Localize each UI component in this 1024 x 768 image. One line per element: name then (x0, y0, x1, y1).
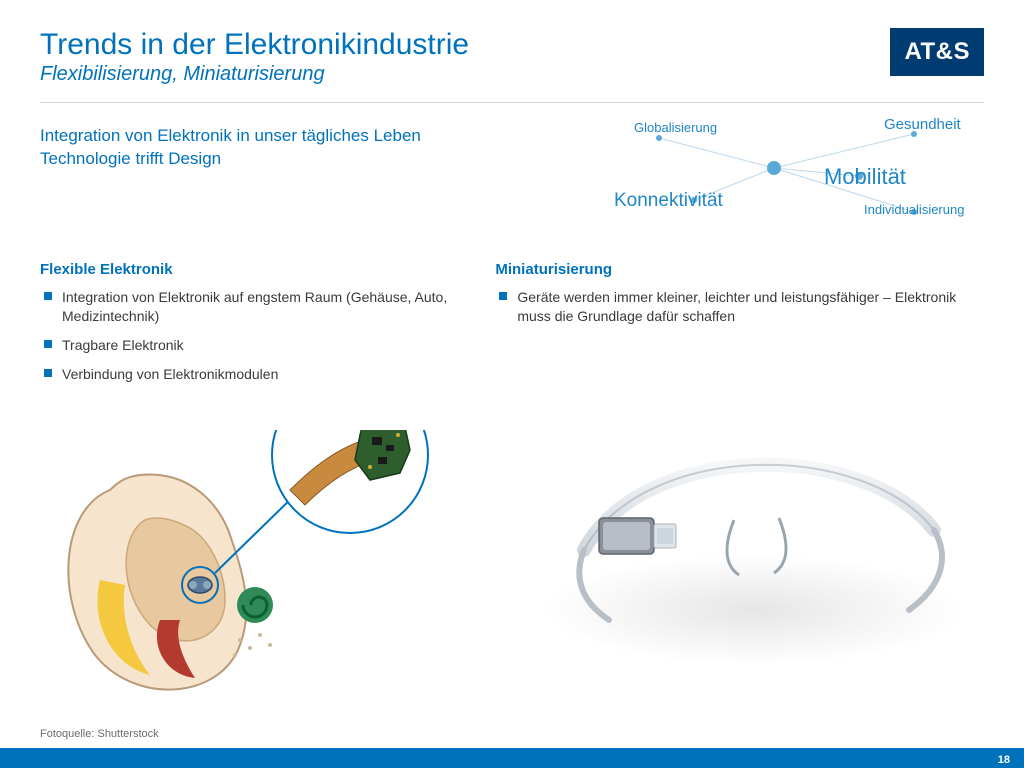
title-rule (40, 102, 984, 103)
network-label: Mobilität (824, 164, 906, 190)
intro-line-2: Technologie trifft Design (40, 148, 560, 171)
slide-subtitle: Flexibilisierung, Miniaturisierung (40, 63, 890, 86)
bullet-item: Geräte werden immer kleiner, leichter un… (499, 288, 984, 326)
header: Trends in der Elektronikindustrie Flexib… (40, 28, 984, 86)
left-column: Flexible Elektronik Integration von Elek… (40, 261, 455, 394)
right-column: Miniaturisierung Geräte werden immer kle… (495, 261, 984, 394)
network-label: Globalisierung (634, 120, 717, 135)
page-number: 18 (998, 754, 1010, 766)
photo-credit: Fotoquelle: Shutterstock (40, 728, 159, 740)
ear-flexpcb-illustration (40, 430, 460, 700)
right-bullet-list: Geräte werden immer kleiner, leichter un… (495, 288, 984, 326)
bullet-item: Integration von Elektronik auf engstem R… (44, 288, 455, 326)
bullet-item: Tragbare Elektronik (44, 336, 455, 355)
intro-text: Integration von Elektronik in unser tägl… (40, 125, 560, 171)
network-lines-icon (564, 120, 984, 240)
network-label: Konnektivität (614, 190, 723, 212)
company-logo: AT&S (890, 28, 984, 76)
slide-title: Trends in der Elektronikindustrie (40, 28, 890, 61)
intro-line-1: Integration von Elektronik in unser tägl… (40, 125, 560, 148)
smart-glasses-illustration (524, 400, 984, 680)
right-column-title: Miniaturisierung (495, 261, 984, 278)
content-columns: Flexible Elektronik Integration von Elek… (40, 261, 984, 394)
footer-bar: 18 (0, 748, 1024, 768)
slide: Trends in der Elektronikindustrie Flexib… (0, 0, 1024, 768)
network-label: Individualisierung (864, 202, 964, 217)
trend-network: GlobalisierungGesundheitMobilitätKonnekt… (564, 120, 984, 240)
title-block: Trends in der Elektronikindustrie Flexib… (40, 28, 890, 86)
network-label: Gesundheit (884, 116, 961, 133)
left-bullet-list: Integration von Elektronik auf engstem R… (40, 288, 455, 384)
bullet-item: Verbindung von Elektronikmodulen (44, 365, 455, 384)
left-column-title: Flexible Elektronik (40, 261, 455, 278)
